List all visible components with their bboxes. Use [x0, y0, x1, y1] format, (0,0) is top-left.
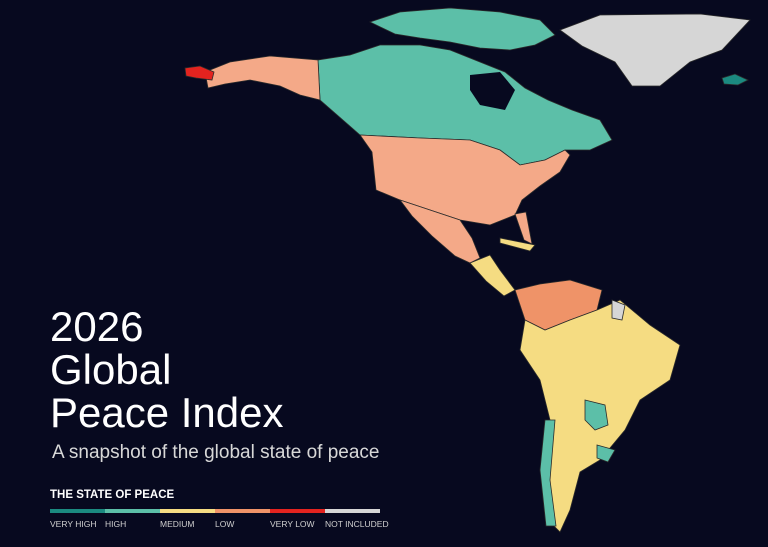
legend-swatch	[160, 509, 215, 513]
alaska	[204, 55, 321, 101]
legend-label: VERY HIGH	[50, 519, 96, 529]
title-line: Peace Index	[50, 389, 284, 436]
map	[184, 7, 751, 533]
legend-swatch	[50, 509, 105, 513]
legend-label: LOW	[215, 519, 234, 529]
legend-label: VERY LOW	[270, 519, 315, 529]
chukotka	[184, 65, 215, 81]
title-line: Global	[50, 346, 171, 393]
subtitle: A snapshot of the global state of peace	[52, 442, 379, 463]
hudson-bay	[470, 72, 515, 110]
legend-swatch	[325, 509, 380, 513]
legend-label: NOT INCLUDED	[325, 519, 389, 529]
arctic-islands	[368, 7, 556, 51]
mexico	[398, 199, 481, 264]
legend-swatch	[270, 509, 325, 513]
paraguay	[584, 399, 609, 431]
title-line: 2026	[50, 303, 143, 350]
iceland	[721, 73, 749, 86]
french-guiana	[611, 299, 626, 321]
legend-label: MEDIUM	[160, 519, 194, 529]
greenland	[559, 13, 751, 87]
uruguay	[596, 444, 616, 463]
legend-label: HIGH	[105, 519, 126, 529]
legend-title: THE STATE OF PEACE	[50, 489, 174, 501]
legend: VERY HIGH HIGH MEDIUM LOW VERY LOW NOT INCLUD…	[50, 509, 389, 529]
legend-swatch	[215, 509, 270, 513]
legend-swatch	[105, 509, 160, 513]
cuba	[499, 237, 536, 252]
chile	[539, 419, 557, 527]
